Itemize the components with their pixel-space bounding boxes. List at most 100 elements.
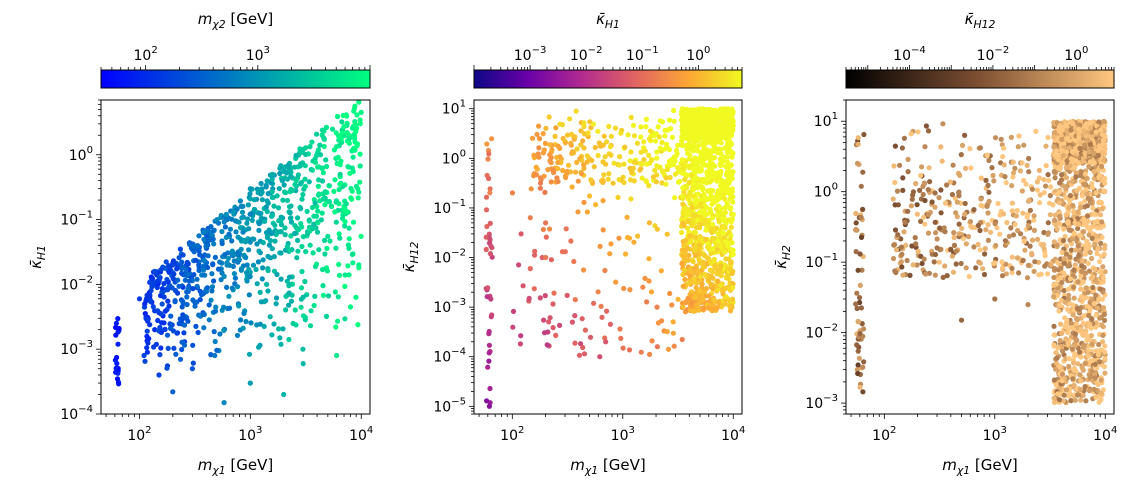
- data-point: [989, 165, 995, 171]
- data-point: [682, 176, 688, 183]
- data-point: [985, 210, 991, 216]
- data-point: [891, 163, 897, 169]
- data-point: [715, 242, 721, 248]
- data-point: [170, 389, 176, 395]
- data-point: [563, 226, 569, 232]
- data-point: [238, 317, 244, 323]
- data-point: [116, 381, 122, 387]
- data-point: [685, 196, 691, 202]
- data-point: [985, 237, 992, 243]
- data-point: [529, 135, 536, 141]
- data-point: [1042, 253, 1048, 259]
- data-point: [726, 229, 732, 235]
- data-point: [1025, 262, 1031, 268]
- data-point: [1100, 275, 1106, 281]
- data-point: [958, 260, 964, 267]
- data-point: [289, 292, 295, 298]
- data-point: [925, 128, 932, 134]
- data-point: [1024, 275, 1031, 281]
- scatter-points: [112, 99, 364, 406]
- data-point: [295, 237, 301, 243]
- data-point: [357, 163, 363, 169]
- data-point: [646, 278, 652, 284]
- data-point: [711, 109, 717, 115]
- data-point: [932, 251, 939, 258]
- data-point: [712, 263, 718, 269]
- data-point: [693, 136, 699, 142]
- data-point: [680, 304, 686, 310]
- data-point: [892, 202, 898, 208]
- data-point: [986, 189, 992, 195]
- data-point: [1014, 255, 1021, 261]
- data-point: [687, 246, 693, 252]
- data-point: [1009, 208, 1015, 214]
- data-point: [991, 178, 997, 184]
- data-point: [680, 185, 686, 191]
- data-point: [659, 139, 665, 145]
- data-point: [1092, 361, 1098, 367]
- data-point: [1076, 130, 1082, 136]
- colorbar: [845, 69, 1115, 89]
- data-point: [284, 170, 290, 176]
- data-point: [272, 222, 278, 228]
- data-point: [483, 234, 489, 240]
- data-point: [597, 243, 603, 249]
- data-point: [221, 327, 227, 333]
- data-point: [713, 148, 719, 154]
- data-point: [1102, 370, 1108, 376]
- data-point: [697, 183, 703, 189]
- data-point: [725, 159, 731, 165]
- data-point: [854, 290, 860, 296]
- data-point: [298, 285, 305, 291]
- data-point: [315, 147, 321, 153]
- data-point: [336, 272, 343, 278]
- data-point: [630, 122, 637, 128]
- data-point: [717, 171, 723, 177]
- data-point: [249, 217, 255, 223]
- data-point: [719, 120, 725, 126]
- data-point: [260, 240, 266, 246]
- data-point: [486, 175, 492, 182]
- y-tick-label: 10−1: [433, 198, 466, 217]
- data-point: [293, 183, 299, 189]
- data-point: [487, 251, 493, 257]
- data-point: [1099, 296, 1105, 302]
- data-point: [939, 158, 945, 164]
- data-point: [1102, 175, 1108, 182]
- data-point: [327, 238, 333, 244]
- data-point: [246, 226, 252, 232]
- data-point: [536, 154, 542, 160]
- data-point: [942, 263, 948, 269]
- data-point: [617, 326, 623, 332]
- data-point: [214, 217, 220, 223]
- data-point: [1051, 395, 1057, 401]
- data-point: [730, 199, 736, 205]
- data-point: [689, 289, 695, 295]
- data-point: [1026, 155, 1032, 162]
- data-point: [1090, 284, 1096, 291]
- data-point: [997, 231, 1003, 237]
- data-point: [281, 182, 287, 188]
- data-point: [1016, 270, 1022, 276]
- data-point: [211, 278, 217, 284]
- data-point: [984, 203, 990, 209]
- data-point: [337, 181, 343, 187]
- data-point: [578, 170, 585, 177]
- data-point: [664, 329, 670, 335]
- colorbar-tick-label: 103: [246, 45, 270, 64]
- data-point: [1091, 160, 1097, 166]
- data-point: [938, 210, 944, 216]
- data-point: [1066, 292, 1072, 298]
- data-point: [320, 292, 326, 298]
- data-point: [689, 157, 695, 163]
- data-point: [260, 265, 266, 271]
- data-point: [562, 140, 569, 146]
- data-point: [244, 262, 250, 268]
- data-point: [1017, 168, 1024, 174]
- data-point: [148, 287, 154, 294]
- data-point: [1000, 211, 1007, 217]
- data-point: [145, 316, 151, 322]
- data-point: [1061, 352, 1067, 358]
- data-point: [288, 203, 294, 209]
- data-point: [352, 147, 358, 153]
